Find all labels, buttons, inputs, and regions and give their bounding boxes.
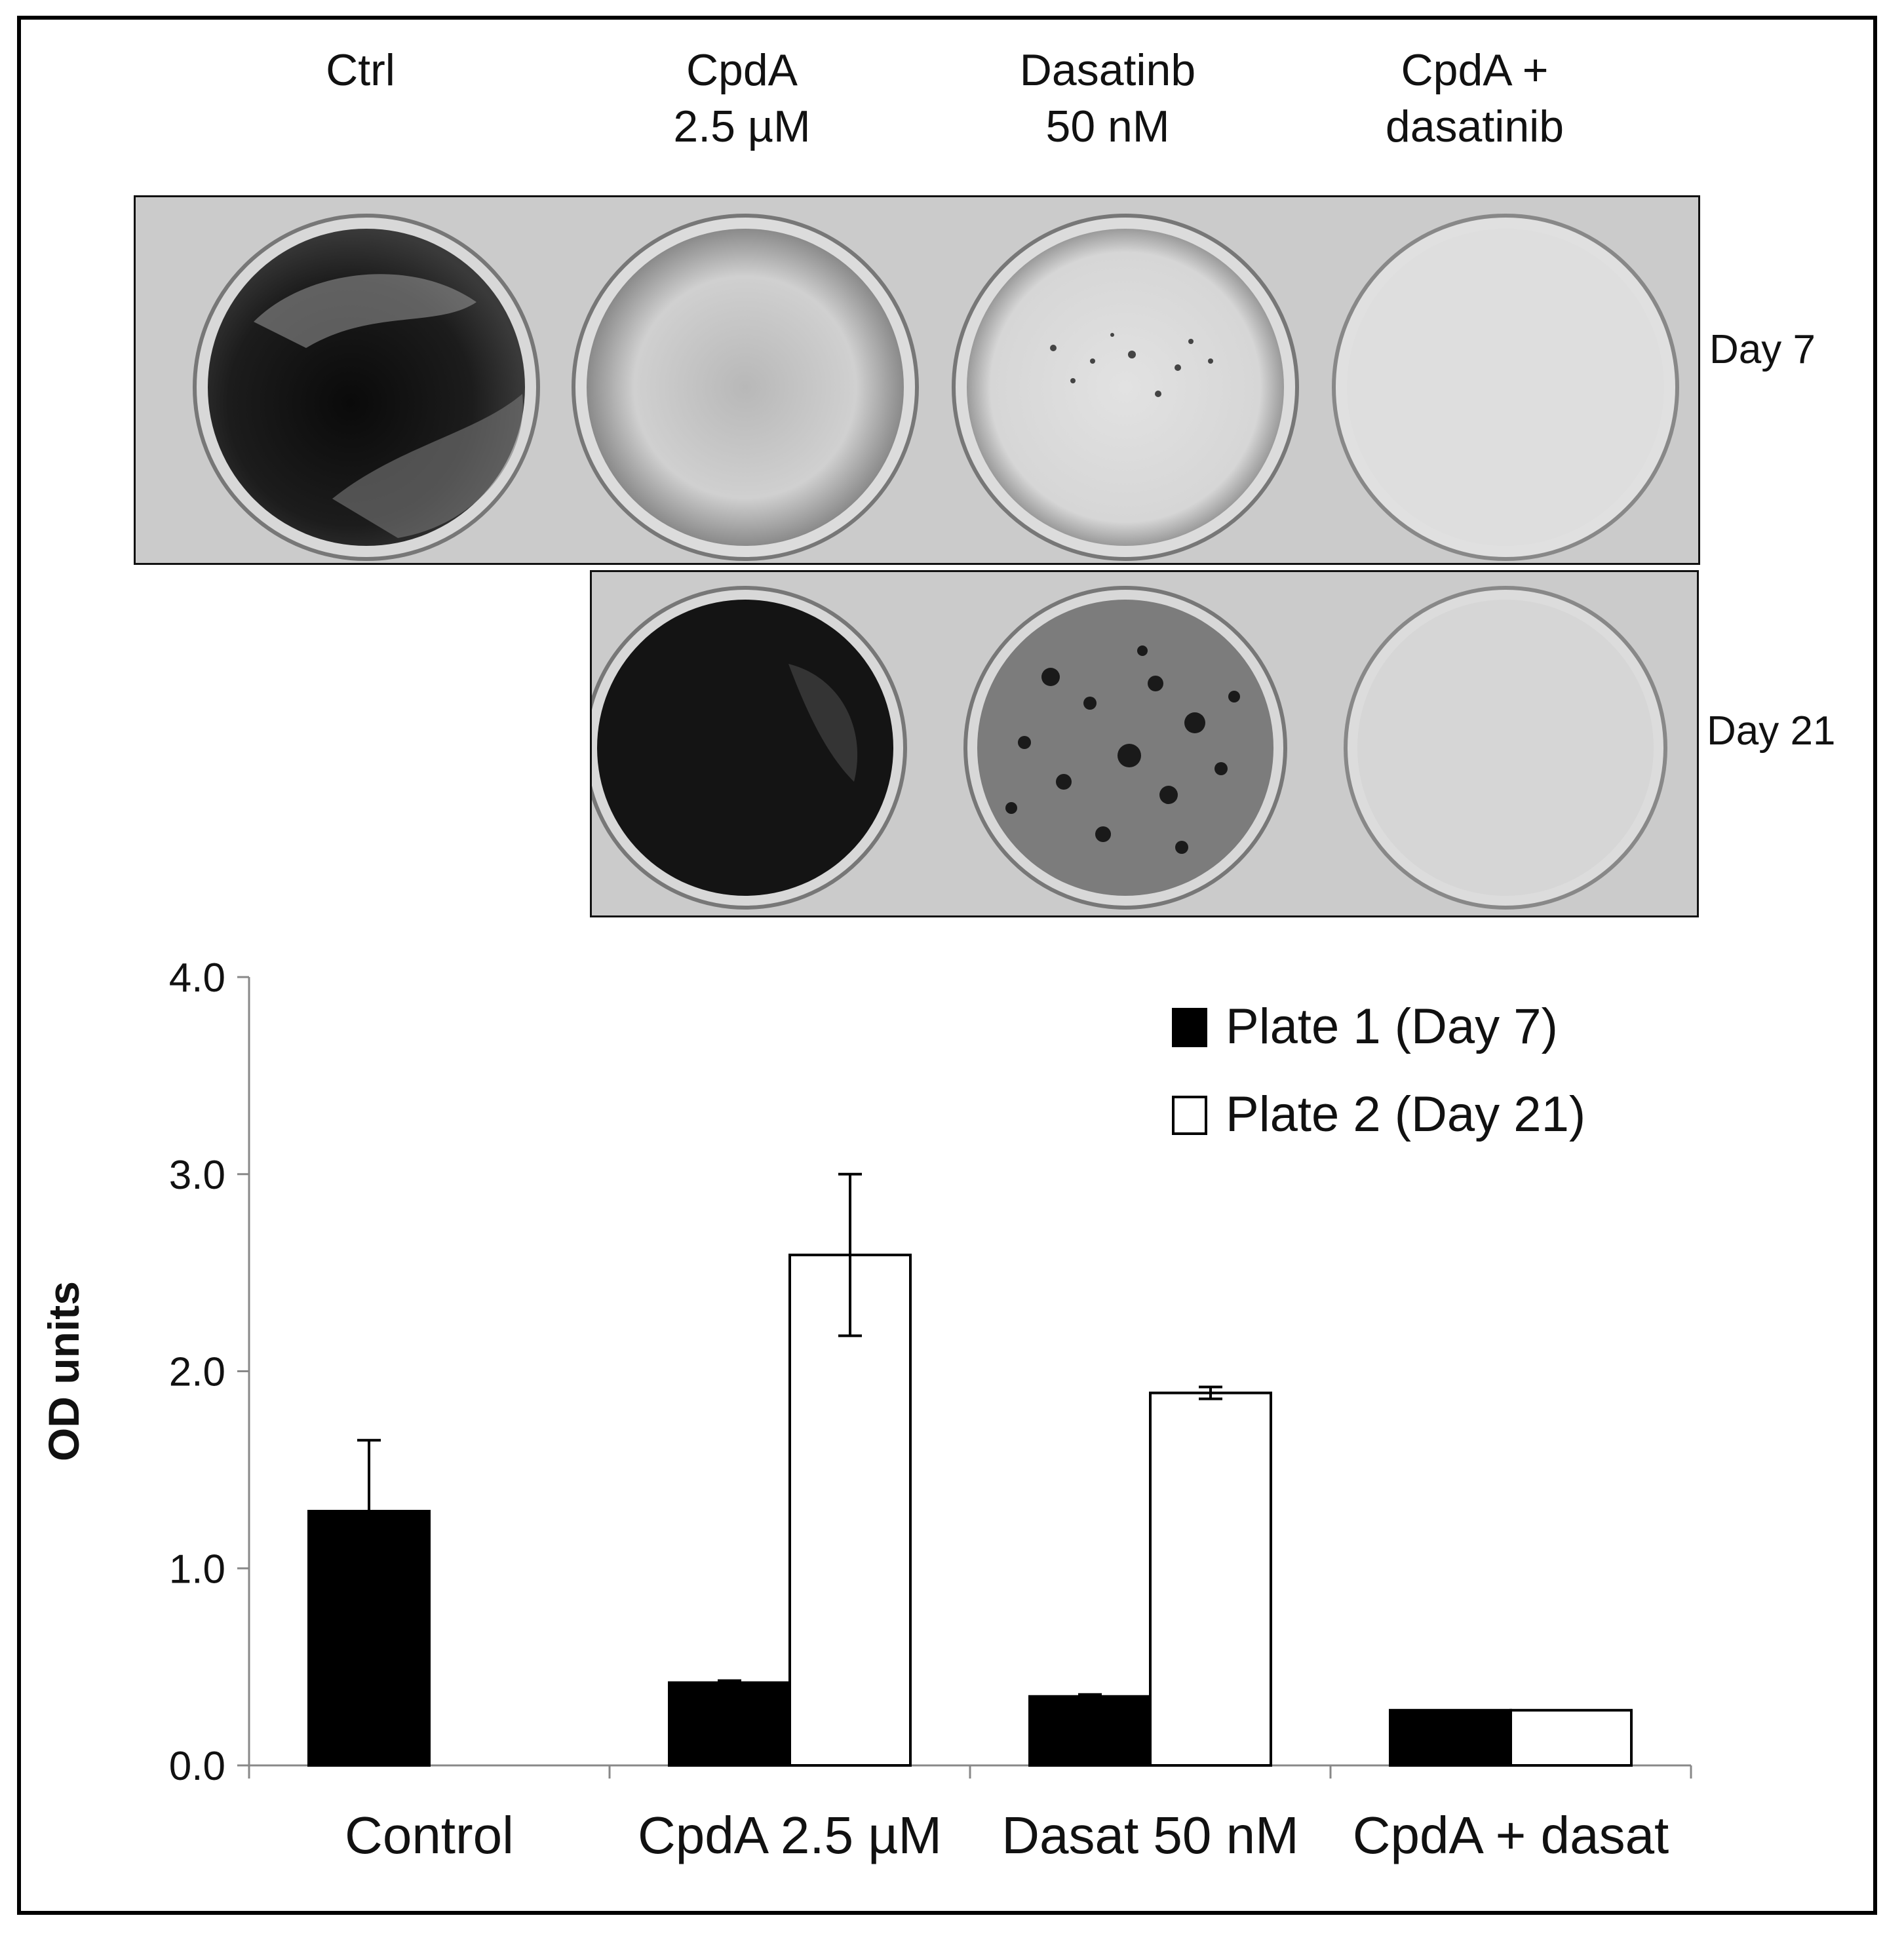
- bar-plate1: [668, 1681, 791, 1767]
- legend-label-plate2: Plate 2 (Day 21): [1226, 1087, 1585, 1142]
- y-tick-label: 2.0: [169, 1350, 225, 1395]
- y-tick-label: 0.0: [169, 1744, 225, 1789]
- y-tick-label: 3.0: [169, 1153, 225, 1198]
- y-axis-title: OD units: [39, 1281, 88, 1461]
- legend-swatch-plate2: [1172, 1096, 1207, 1135]
- bar-plate1: [1028, 1695, 1152, 1767]
- bar-plate2: [788, 1254, 912, 1767]
- x-category-label: CpdA + dasat: [1353, 1806, 1669, 1864]
- x-category-label: Control: [345, 1806, 514, 1864]
- column-label-ctrl: Ctrl: [326, 45, 395, 95]
- x-category-label: CpdA 2.5 µM: [638, 1806, 942, 1864]
- bar-plate2: [1509, 1708, 1633, 1767]
- legend-label-plate1: Plate 1 (Day 7): [1226, 999, 1558, 1054]
- column-label-combination: CpdA + dasatinib: [1385, 45, 1564, 151]
- legend-swatch-plate1: [1172, 1008, 1207, 1047]
- x-category-label: Dasat 50 nM: [1001, 1806, 1299, 1864]
- y-tick-label: 4.0: [169, 955, 225, 1001]
- bar-plate1: [1389, 1708, 1512, 1767]
- y-tick-label: 1.0: [169, 1547, 225, 1592]
- row-label-day21: Day 21: [1707, 708, 1836, 754]
- bar-plate2: [1149, 1391, 1272, 1767]
- plate-day7-image: [134, 195, 1700, 565]
- plate-day21-image: [590, 570, 1699, 917]
- row-label-day7: Day 7: [1709, 327, 1816, 372]
- figure-frame: [17, 16, 1877, 1915]
- column-label-cpda: CpdA 2.5 µM: [673, 45, 811, 151]
- column-label-dasatinib: Dasatinb 50 nM: [1019, 45, 1196, 151]
